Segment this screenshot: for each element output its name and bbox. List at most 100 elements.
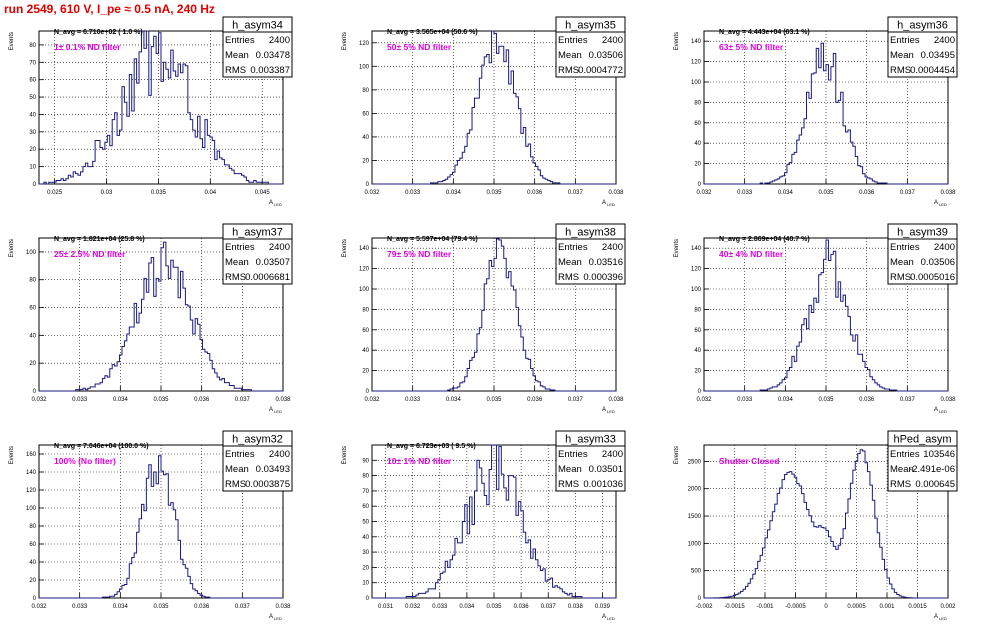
stat-value: 103546: [923, 449, 955, 460]
y-axis-label: Events: [342, 239, 348, 257]
histogram-name: h_asym39: [897, 227, 948, 239]
x-tick-label: 0.037: [235, 397, 251, 403]
y-tick-label: 100: [359, 287, 370, 293]
navg-label: N_avg = 1.821e+04 (25.8 %): [54, 236, 145, 243]
x-tick-label: 0.032: [696, 397, 712, 403]
navg-label: N_avg = 6.723e+03 ( 9.5 %): [387, 443, 476, 450]
histogram-name: h_asym33: [565, 434, 616, 446]
x-tick-label: 0.035: [486, 397, 502, 403]
filter-label: 50± 5% ND filter: [387, 42, 452, 52]
y-tick-label: 140: [691, 39, 702, 45]
x-tick-label: 0.034: [446, 190, 462, 196]
y-tick-label: 120: [691, 60, 702, 66]
x-tick-label: 0.03: [101, 190, 113, 196]
y-tick-label: 20: [362, 565, 369, 571]
histogram-name: hPed_asym: [893, 434, 951, 446]
y-axis-label: Events: [9, 32, 15, 50]
y-tick-label: 70: [362, 489, 369, 495]
panel-h_asym37: 0.032 0.033 0.034 0.035 0.036 0.037 0.038 0 20 40…: [0, 223, 325, 428]
y-tick-label: 140: [691, 246, 702, 252]
x-tick-label: 0.032: [696, 190, 712, 196]
stat-value: 0.000645: [915, 479, 955, 490]
stat-label: Entries: [558, 242, 588, 253]
y-tick-label: 80: [362, 88, 369, 94]
x-tick-label: -0.0005: [785, 604, 806, 610]
histogram-name: h_asym37: [232, 227, 283, 239]
navg-label: N_avg = 7.046e+04 (100.0 %): [54, 443, 149, 450]
y-tick-label: 20: [29, 147, 36, 153]
stat-label: RMS: [558, 479, 579, 490]
x-tick-label: -0.002: [695, 604, 713, 610]
y-tick-label: 80: [29, 524, 36, 530]
histogram-line: [39, 455, 283, 599]
stat-label: RMS: [558, 272, 579, 283]
y-axis-label: Events: [674, 446, 680, 464]
y-tick-label: 40: [362, 135, 369, 141]
histogram-name: h_asym35: [565, 20, 616, 32]
stat-label: Mean: [890, 257, 914, 268]
x-tick-label: -0.0015: [724, 604, 745, 610]
y-tick-label: 0: [366, 389, 370, 395]
x-axis-label: ALED: [934, 407, 947, 414]
x-axis-label: ALED: [269, 407, 282, 414]
y-tick-label: 20: [29, 578, 36, 584]
y-tick-label: 40: [362, 348, 369, 354]
y-tick-label: 0: [698, 389, 702, 395]
stat-label: Entries: [890, 35, 920, 46]
filter-label: 25± 2.5% ND filter: [54, 249, 126, 259]
x-tick-label: 0.036: [514, 604, 530, 610]
stat-label: RMS: [890, 479, 911, 490]
stat-label: RMS: [890, 65, 911, 76]
x-tick-label: 0.035: [153, 397, 169, 403]
x-tick-label: 0.034: [113, 604, 129, 610]
y-tick-label: 40: [362, 535, 369, 541]
y-tick-label: 90: [362, 458, 369, 464]
x-tick-label: -0.001: [756, 604, 774, 610]
navg-label: N_avg = 5.597e+04 (79.4 %): [387, 236, 478, 243]
histogram-line: [704, 239, 948, 392]
y-tick-label: 60: [29, 78, 36, 84]
x-tick-label: 0.0005: [847, 604, 866, 610]
x-tick-label: 0.038: [608, 190, 624, 196]
plot-frame: [38, 30, 284, 185]
stat-label: Entries: [225, 449, 255, 460]
y-axis-label: Events: [342, 446, 348, 464]
x-tick-label: 0.033: [737, 397, 753, 403]
panel-h_asym39: 0.032 0.033 0.034 0.035 0.036 0.037 0.038 0 20 40…: [665, 223, 990, 428]
stat-label: Mean: [225, 50, 249, 61]
x-tick-label: 0.034: [778, 397, 794, 403]
stat-label: Mean: [225, 257, 249, 268]
x-tick-label: 0.034: [446, 397, 462, 403]
y-tick-label: 0: [698, 596, 702, 602]
y-axis-label: Events: [674, 239, 680, 257]
x-tick-label: 0.035: [486, 190, 502, 196]
histogram-line: [39, 30, 283, 185]
x-tick-label: 0.035: [818, 190, 834, 196]
y-tick-label: 0: [366, 596, 370, 602]
stats-box: [887, 430, 958, 492]
filter-label: 40± 4% ND filter: [719, 249, 784, 259]
x-tick-label: 0.002: [940, 604, 956, 610]
x-tick-label: 0.032: [405, 604, 421, 610]
stat-value: 0.0006681: [245, 272, 290, 283]
stat-value: 2400: [934, 35, 955, 46]
stat-value: 0.03495: [921, 50, 955, 61]
y-tick-label: 60: [694, 121, 701, 127]
stat-value: 0.03506: [921, 257, 955, 268]
stat-label: Entries: [225, 242, 255, 253]
x-tick-label: 0.025: [47, 190, 63, 196]
x-tick-label: 0.0015: [908, 604, 927, 610]
x-tick-label: 0.037: [541, 604, 557, 610]
y-tick-label: 2500: [688, 459, 702, 465]
histogram-name: h_asym32: [232, 434, 283, 446]
x-tick-label: 0.033: [432, 604, 448, 610]
stat-label: Mean: [890, 50, 914, 61]
histogram-svg: -0.002 -0.0015 -0.001 -0.0005 0 0.0005 0.001 0.…: [674, 430, 958, 621]
y-tick-label: 70: [29, 60, 36, 66]
stat-value: 0.0004454: [910, 65, 955, 76]
navg-label: N_avg = 6.710e+02 ( 1.0 %): [54, 29, 143, 36]
y-tick-label: 40: [29, 112, 36, 118]
histogram-svg: 0.032 0.033 0.034 0.035 0.036 0.037 0.038 0 20 40…: [342, 16, 626, 207]
stat-value: 0.03501: [589, 464, 623, 475]
y-tick-label: 0: [33, 389, 37, 395]
